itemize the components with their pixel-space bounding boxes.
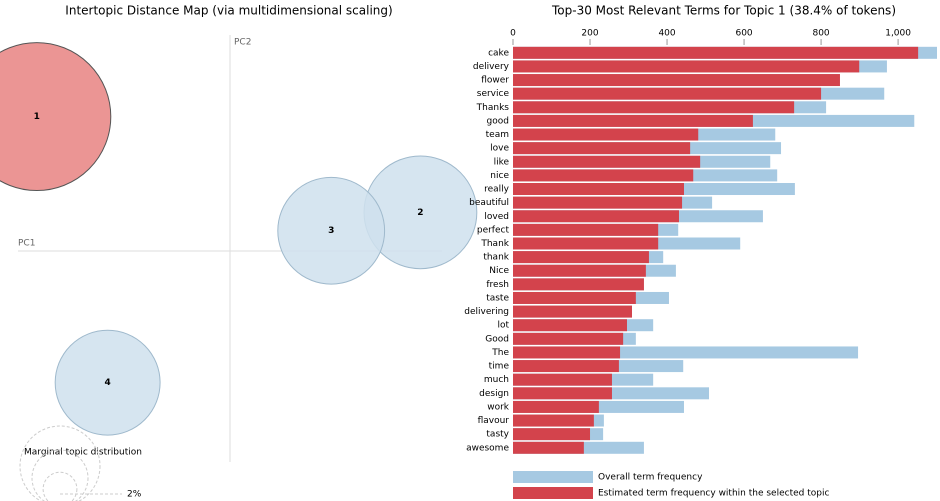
term-label: tasty — [486, 430, 509, 440]
term-bar — [513, 101, 795, 114]
term-bar — [513, 441, 584, 454]
term-bar — [513, 223, 659, 236]
map-title: Intertopic Distance Map (via multidimens… — [65, 4, 392, 18]
legend-swatch — [513, 471, 593, 483]
x-tick-label: 400 — [658, 29, 675, 39]
term-bar — [513, 251, 649, 264]
topic-label: 4 — [105, 378, 111, 388]
size-legend-label: 2% — [127, 490, 142, 500]
topic-bubble — [54, 329, 161, 436]
term-bar — [513, 291, 636, 304]
term-bar — [513, 46, 919, 59]
size-legend-ring — [19, 425, 101, 501]
term-label: flower — [481, 76, 509, 86]
term-label: taste — [486, 293, 509, 303]
term-label: like — [494, 157, 510, 167]
pc2-label: PC2 — [234, 38, 251, 48]
x-tick-label: 600 — [735, 29, 752, 39]
term-bar — [513, 142, 691, 155]
term-bar — [513, 428, 591, 441]
term-bar — [513, 210, 679, 223]
term-label: Thanks — [476, 103, 510, 113]
term-label: service — [477, 89, 510, 99]
term-label: nice — [490, 171, 509, 181]
term-bar — [513, 332, 624, 345]
term-bar — [513, 196, 683, 209]
term-bar — [513, 169, 694, 182]
term-label: time — [489, 362, 510, 372]
term-label: cake — [488, 48, 509, 58]
term-bar — [513, 237, 659, 250]
term-label: good — [487, 116, 509, 126]
term-bar — [513, 87, 822, 100]
legend-swatch — [513, 487, 593, 499]
term-label: flavour — [478, 416, 510, 426]
term-bar — [513, 360, 619, 373]
topic-bubble — [0, 42, 112, 192]
legend-label: Estimated term frequency within the sele… — [598, 489, 829, 499]
size-legend-circle — [42, 471, 78, 501]
term-label: much — [484, 375, 509, 385]
term-label: really — [484, 185, 510, 195]
term-bar — [513, 114, 753, 127]
term-label: fresh — [486, 280, 509, 290]
term-label: beautiful — [469, 198, 509, 208]
size-legend-ring — [31, 449, 89, 501]
term-bar — [513, 346, 621, 359]
term-label: loved — [484, 212, 509, 222]
term-bar — [513, 387, 612, 400]
term-bar — [513, 183, 684, 196]
term-label: Good — [485, 334, 509, 344]
pc1-label: PC1 — [18, 239, 35, 249]
legend-label: Overall term frequency — [598, 473, 703, 483]
term-label: delivering — [464, 307, 509, 317]
term-bar — [513, 414, 594, 427]
term-bar — [513, 155, 701, 168]
topic-bubble — [277, 176, 386, 285]
x-tick-label: 800 — [812, 29, 829, 39]
term-bar — [513, 400, 599, 413]
topic-label: 1 — [34, 112, 40, 122]
term-bar — [513, 60, 860, 73]
term-label: thank — [483, 253, 509, 263]
x-tick-label: 1,000 — [885, 29, 911, 39]
term-label: delivery — [473, 62, 510, 72]
topic-label: 2 — [417, 208, 423, 218]
size-legend-title: Marginal topic distribution — [24, 448, 142, 458]
term-bar — [513, 373, 612, 386]
term-label: lot — [497, 321, 509, 331]
term-label: team — [486, 130, 509, 140]
bar-title: Top-30 Most Relevant Terms for Topic 1 (… — [551, 4, 896, 18]
topic-label: 3 — [328, 226, 334, 236]
term-bar — [513, 278, 644, 291]
term-label: perfect — [477, 225, 510, 235]
x-tick-label: 0 — [510, 29, 516, 39]
term-label: love — [490, 144, 509, 154]
term-bar — [513, 264, 646, 277]
x-tick-label: 200 — [581, 29, 598, 39]
term-label: awesome — [466, 443, 509, 453]
term-bar — [513, 74, 840, 87]
term-bar — [513, 128, 699, 141]
term-label: design — [479, 389, 509, 399]
term-bar — [513, 305, 632, 318]
term-bar — [513, 319, 627, 332]
term-label: Nice — [489, 266, 509, 276]
term-label: Thank — [480, 239, 509, 249]
term-label: The — [491, 348, 509, 358]
term-label: work — [487, 402, 510, 412]
